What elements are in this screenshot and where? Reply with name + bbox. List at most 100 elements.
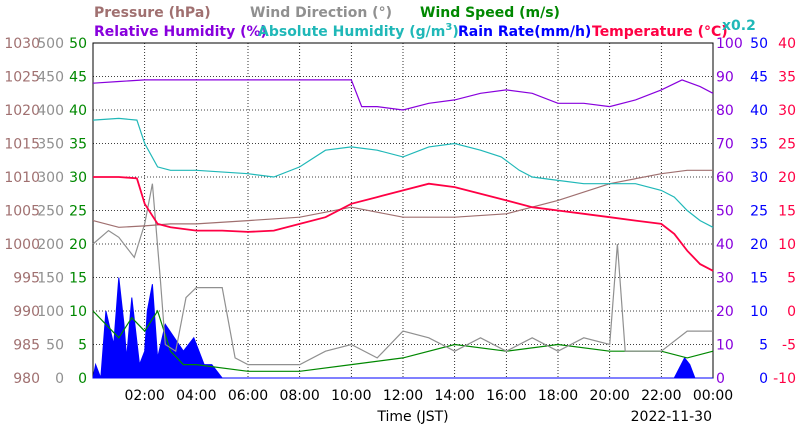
series-abs-humidity (92, 117, 714, 228)
y-tick-wind-speed: 5 (78, 338, 87, 354)
y-tick-wind-speed: 40 (69, 103, 87, 119)
y-tick-rel-humidity: 100 (716, 36, 743, 52)
x-tick-label: 14:00 (434, 388, 474, 404)
y-tick-pressure: 1000 (4, 237, 40, 253)
series-temperature (93, 176, 714, 272)
x-tick-label: 02:00 (124, 388, 164, 404)
y-tick-wind-speed: 35 (69, 137, 87, 153)
series-pressure (92, 169, 713, 228)
y-tick-temperature: 15 (778, 204, 796, 220)
y-tick-rel-humidity: 50 (716, 204, 734, 220)
y-tick-temperature: 40 (778, 36, 796, 52)
y-tick-temperature: 0 (787, 304, 796, 320)
y-tick-temperature: 30 (778, 103, 796, 119)
x-axis: 02:00 04:00 06:00 08:00 10:00 12:00 14:00 16:00… (124, 388, 733, 404)
series-rel-humidity (92, 79, 714, 111)
y-tick-wind-direction: 250 (37, 204, 64, 220)
y-tick-wind-direction: 100 (37, 304, 64, 320)
legend-abs-humidity-prefix: Absolute Humidity (g/m (258, 24, 445, 40)
y-tick-temperature: 10 (778, 237, 796, 253)
y-tick-rain-rate: 5 (759, 338, 768, 354)
y-tick-pressure: 1005 (4, 204, 40, 220)
y-tick-rel-humidity: 40 (716, 237, 734, 253)
date-label: 2022-11-30 (631, 409, 712, 425)
legend-wind-direction: Wind Direction (°) (250, 5, 392, 21)
y-tick-pressure: 1020 (4, 103, 40, 119)
y-tick-rel-humidity: 20 (716, 304, 734, 320)
y-tick-temperature: 35 (778, 70, 796, 86)
y-tick-temperature: -10 (773, 371, 796, 387)
x-tick-label: 10:00 (331, 388, 371, 404)
y-tick-pressure: 1010 (4, 170, 40, 186)
y-tick-wind-speed: 20 (69, 237, 87, 253)
series-wind-speed (92, 309, 714, 372)
legend-abs-humidity-sup: 3 (445, 22, 452, 33)
legend-wind-speed: Wind Speed (m/s) (420, 5, 560, 21)
y-tick-wind-speed: 25 (69, 204, 87, 220)
y-tick-rain-rate: 15 (750, 271, 768, 287)
y-tick-wind-direction: 300 (37, 170, 64, 186)
y-tick-rain-rate: 40 (750, 103, 768, 119)
y-tick-wind-direction: 350 (37, 137, 64, 153)
y-tick-rel-humidity: 90 (716, 70, 734, 86)
y-tick-wind-direction: 450 (37, 70, 64, 86)
legend-abs-humidity-suffix: ) (452, 24, 458, 40)
y-tick-wind-speed: 50 (69, 36, 87, 52)
y-tick-wind-direction: 500 (37, 36, 64, 52)
y-tick-rain-rate: 10 (750, 304, 768, 320)
y-tick-wind-direction: 200 (37, 237, 64, 253)
x-axis-label: Time (JST) (376, 409, 448, 425)
y-tick-rel-humidity: 70 (716, 137, 734, 153)
y-tick-temperature: -5 (782, 338, 796, 354)
x-tick-label: 00:00 (693, 388, 733, 404)
y-tick-rain-rate: 45 (750, 70, 768, 86)
y-tick-rel-humidity: 80 (716, 103, 734, 119)
legend-rain-rate: Rain Rate(mm/h) (458, 24, 591, 40)
y-tick-pressure: 1030 (4, 36, 40, 52)
y-tick-rain-rate: 35 (750, 137, 768, 153)
series-wind-direction (92, 183, 713, 366)
y-tick-rel-humidity: 10 (716, 338, 734, 354)
y-tick-pressure: 1015 (4, 137, 40, 153)
y-tick-rain-rate: 25 (750, 204, 768, 220)
y-tick-wind-direction: 0 (55, 371, 64, 387)
y-tick-wind-direction: 50 (46, 338, 64, 354)
y-tick-rel-humidity: 0 (716, 371, 725, 387)
y-tick-wind-speed: 15 (69, 271, 87, 287)
y-tick-wind-direction: 400 (37, 103, 64, 119)
y-tick-wind-speed: 30 (69, 170, 87, 186)
y-tick-pressure: 980 (13, 371, 40, 387)
y-tick-temperature: 20 (778, 170, 796, 186)
y-tick-wind-direction: 150 (37, 271, 64, 287)
y-axes: 1030102510201015101010051000995990985980… (4, 36, 796, 387)
y-tick-pressure: 985 (13, 338, 40, 354)
y-tick-temperature: 5 (787, 271, 796, 287)
y-tick-pressure: 995 (13, 271, 40, 287)
y-tick-rel-humidity: 30 (716, 271, 734, 287)
legend-abs-humidity: Absolute Humidity (g/m3) (258, 22, 459, 40)
y-tick-rain-rate: 50 (750, 36, 768, 52)
x-tick-label: 22:00 (641, 388, 681, 404)
y-tick-pressure: 1025 (4, 70, 40, 86)
y-tick-wind-speed: 45 (69, 70, 87, 86)
y-tick-rel-humidity: 60 (716, 170, 734, 186)
y-tick-wind-speed: 0 (78, 371, 87, 387)
y-tick-wind-speed: 10 (69, 304, 87, 320)
series-lines (92, 79, 714, 372)
x-tick-label: 20:00 (589, 388, 629, 404)
x-tick-label: 18:00 (538, 388, 578, 404)
legend-rain-scale: x0.2 (722, 18, 756, 34)
x-tick-label: 08:00 (279, 388, 319, 404)
y-tick-rain-rate: 0 (759, 371, 768, 387)
y-tick-rain-rate: 20 (750, 237, 768, 253)
legend-pressure: Pressure (hPa) (94, 5, 211, 21)
y-tick-temperature: 25 (778, 137, 796, 153)
legend-temperature: Temperature (°C) (592, 24, 728, 40)
legend-rel-humidity: Relative Humidity (%) (94, 24, 267, 40)
y-tick-pressure: 990 (13, 304, 40, 320)
x-tick-label: 12:00 (383, 388, 423, 404)
x-tick-label: 04:00 (176, 388, 216, 404)
x-tick-label: 16:00 (486, 388, 526, 404)
